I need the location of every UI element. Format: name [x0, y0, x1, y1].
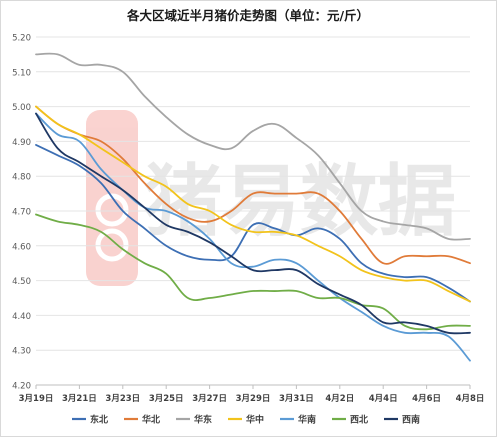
legend-label: 华中	[246, 414, 264, 426]
x-axis: 3月19日 3月21日 3月23日 3月25日 3月27日 3月29日 3月31日 4月2日 4…	[19, 385, 485, 404]
grid	[36, 36, 470, 386]
x-tick-label: 4月6日	[412, 394, 441, 404]
series-line-2	[35, 52, 471, 241]
series-line-1	[35, 105, 471, 265]
legend-label: 华东	[194, 414, 212, 426]
y-tick-label: 4.20	[12, 382, 31, 392]
y-tick-label: 4.60	[12, 242, 31, 252]
y-axis: 4.20 4.30 4.40 4.50 4.60 4.70 4.80 4.90 5.00 5.10…	[12, 34, 31, 392]
watermark-logo-ring	[95, 228, 129, 262]
legend-label: 华南	[298, 414, 316, 426]
x-tick-label: 3月19日	[19, 394, 54, 404]
x-tick-label: 4月2日	[325, 394, 354, 404]
series-line-0	[35, 143, 471, 303]
series-lines	[35, 52, 471, 362]
x-tick-label: 3月21日	[62, 394, 97, 404]
y-tick-label: 4.30	[12, 347, 31, 357]
y-tick-label: 4.80	[12, 173, 31, 183]
legend: 东北 华北 华东 华中 华南 西北 西南	[72, 414, 420, 426]
y-tick-label: 4.70	[12, 208, 31, 218]
legend-label: 东北	[90, 414, 108, 426]
x-tick-label: 4月8日	[456, 394, 485, 404]
x-tick-label: 4月4日	[369, 394, 398, 404]
series-line-3	[35, 105, 471, 303]
x-tick-label: 3月23日	[105, 394, 140, 404]
y-tick-label: 4.50	[12, 277, 31, 287]
y-tick-label: 4.90	[12, 138, 31, 148]
x-tick-label: 3月29日	[236, 394, 271, 404]
x-tick-label: 3月25日	[149, 394, 184, 404]
series-line-4	[35, 112, 471, 362]
x-tick-label: 3月31日	[279, 394, 314, 404]
series-line-6	[35, 112, 471, 335]
watermark-text: 猪易数据	[144, 157, 456, 247]
legend-label: 西南	[402, 414, 420, 426]
chart-title: 各大区域近半月猪价走势图（单位：元/斤）	[126, 8, 369, 23]
y-tick-label: 5.20	[12, 34, 31, 44]
y-tick-label: 5.00	[12, 103, 31, 113]
y-tick-label: 4.40	[12, 312, 31, 322]
legend-label: 华北	[142, 414, 160, 426]
series-line-5	[35, 213, 471, 331]
legend-label: 西北	[350, 414, 368, 426]
y-tick-label: 5.10	[12, 68, 31, 78]
x-tick-label: 3月27日	[192, 394, 227, 404]
